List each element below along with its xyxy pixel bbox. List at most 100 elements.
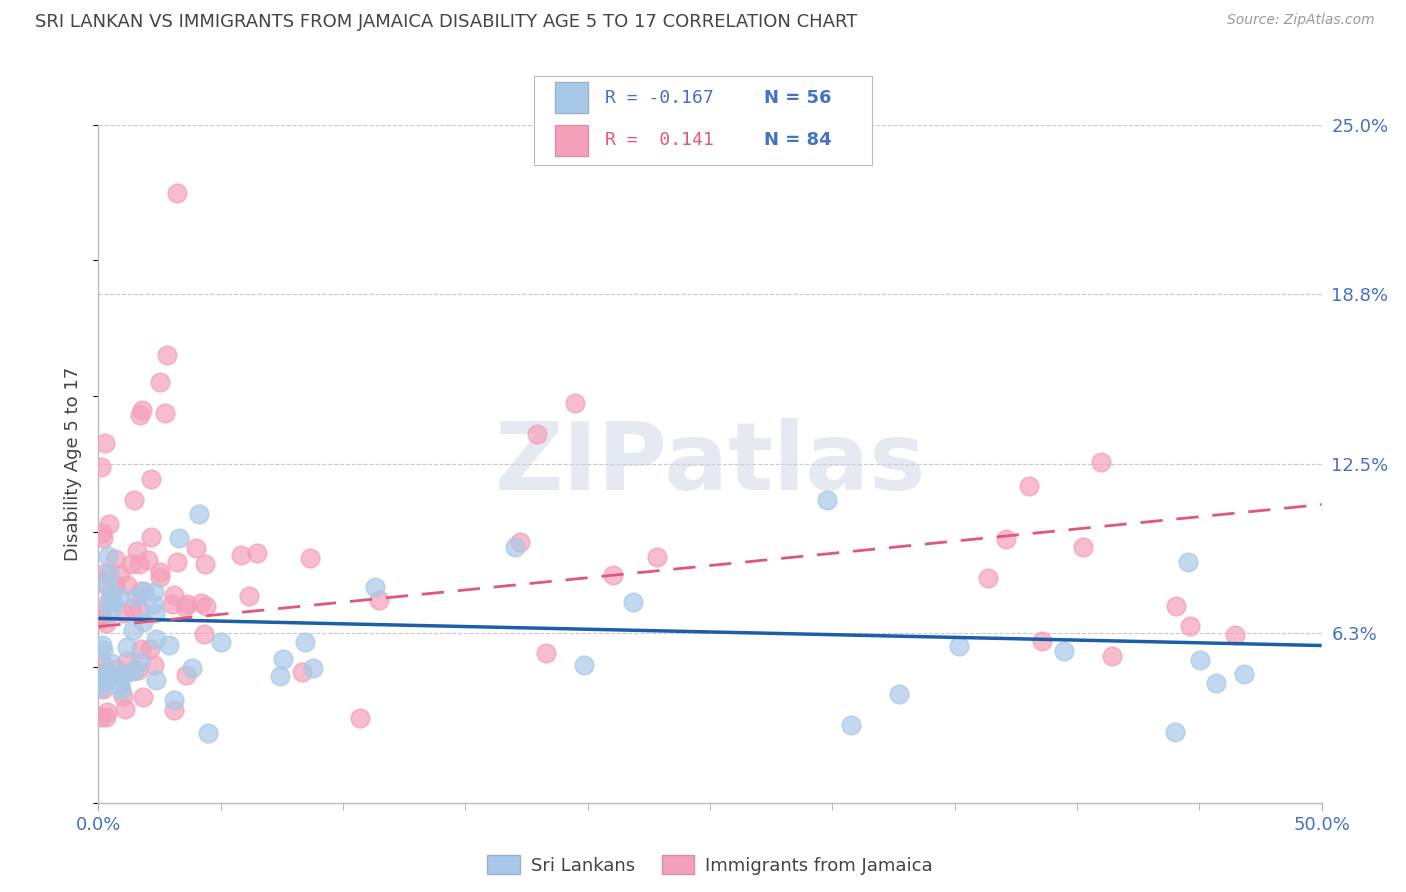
Point <box>1205 676 1227 690</box>
Point <box>572 658 595 673</box>
Point <box>153 406 176 420</box>
Point <box>110 683 132 698</box>
Point <box>129 642 152 657</box>
Point <box>1189 652 1212 666</box>
Point <box>98 667 121 681</box>
Point <box>160 597 183 611</box>
Point <box>1166 599 1188 613</box>
Point <box>98 593 121 607</box>
Point <box>197 725 219 739</box>
Point <box>115 654 138 668</box>
Text: N = 84: N = 84 <box>763 131 831 150</box>
Point <box>97 596 120 610</box>
Point <box>100 656 122 670</box>
Point <box>108 678 131 692</box>
Point <box>368 593 391 607</box>
Point <box>526 427 548 442</box>
Point <box>122 623 145 637</box>
Point <box>509 535 531 549</box>
Text: SRI LANKAN VS IMMIGRANTS FROM JAMAICA DISABILITY AGE 5 TO 17 CORRELATION CHART: SRI LANKAN VS IMMIGRANTS FROM JAMAICA DI… <box>35 13 858 31</box>
Point <box>246 546 269 560</box>
Point <box>96 710 118 724</box>
Point <box>238 589 260 603</box>
Point <box>129 408 152 422</box>
Point <box>94 616 117 631</box>
Point <box>157 638 180 652</box>
Point <box>97 566 120 581</box>
Point <box>132 583 155 598</box>
Point <box>131 615 153 629</box>
Point <box>112 689 135 703</box>
Point <box>90 575 112 590</box>
Point <box>96 705 118 719</box>
Point <box>145 632 167 646</box>
Text: R = -0.167: R = -0.167 <box>605 88 714 107</box>
Point <box>143 606 166 620</box>
Point <box>269 669 291 683</box>
Point <box>291 665 314 679</box>
Point <box>90 459 112 474</box>
Point <box>98 517 121 532</box>
Y-axis label: Disability Age 5 to 17: Disability Age 5 to 17 <box>65 367 83 561</box>
Point <box>1164 725 1187 739</box>
Point <box>124 590 146 604</box>
Point <box>621 595 644 609</box>
Point <box>229 548 252 562</box>
Point <box>503 540 526 554</box>
Point <box>90 681 112 695</box>
Point <box>110 669 132 683</box>
Point <box>115 578 138 592</box>
Bar <box>554 125 588 156</box>
Point <box>91 531 114 545</box>
Point <box>96 577 118 591</box>
Point <box>163 588 186 602</box>
Point <box>124 493 146 508</box>
Point <box>564 396 586 410</box>
Text: Source: ZipAtlas.com: Source: ZipAtlas.com <box>1227 13 1375 28</box>
Point <box>995 533 1018 547</box>
Point <box>1177 555 1199 569</box>
Point <box>149 565 172 579</box>
Point <box>104 552 127 566</box>
Point <box>142 657 165 672</box>
Point <box>948 639 970 653</box>
Point <box>97 549 120 563</box>
Point <box>139 641 162 656</box>
Legend: Sri Lankans, Immigrants from Jamaica: Sri Lankans, Immigrants from Jamaica <box>479 848 941 882</box>
Point <box>1233 666 1256 681</box>
Point <box>120 557 142 571</box>
Point <box>108 590 131 604</box>
Point <box>271 652 294 666</box>
Point <box>104 578 127 592</box>
Point <box>887 688 910 702</box>
Point <box>121 601 143 615</box>
Point <box>132 690 155 705</box>
Point <box>90 607 112 621</box>
Point <box>90 674 112 689</box>
Point <box>129 655 152 669</box>
Point <box>91 639 114 653</box>
Point <box>301 661 323 675</box>
Point <box>166 186 188 200</box>
Text: R =  0.141: R = 0.141 <box>605 131 714 150</box>
Point <box>536 646 558 660</box>
Point <box>101 587 124 601</box>
Point <box>1073 540 1095 554</box>
Point <box>194 557 217 571</box>
Point <box>115 640 138 654</box>
Bar <box>554 82 588 113</box>
Point <box>142 597 165 611</box>
Text: ZIPatlas: ZIPatlas <box>495 417 925 510</box>
Point <box>364 580 387 594</box>
Point <box>90 709 112 723</box>
Point <box>839 718 862 732</box>
Point <box>209 635 232 649</box>
Point <box>143 585 166 599</box>
Point <box>108 567 131 582</box>
Point <box>149 376 172 390</box>
Point <box>93 665 115 680</box>
Point <box>1031 633 1053 648</box>
Point <box>163 692 186 706</box>
Point <box>602 567 624 582</box>
Point <box>115 665 138 680</box>
